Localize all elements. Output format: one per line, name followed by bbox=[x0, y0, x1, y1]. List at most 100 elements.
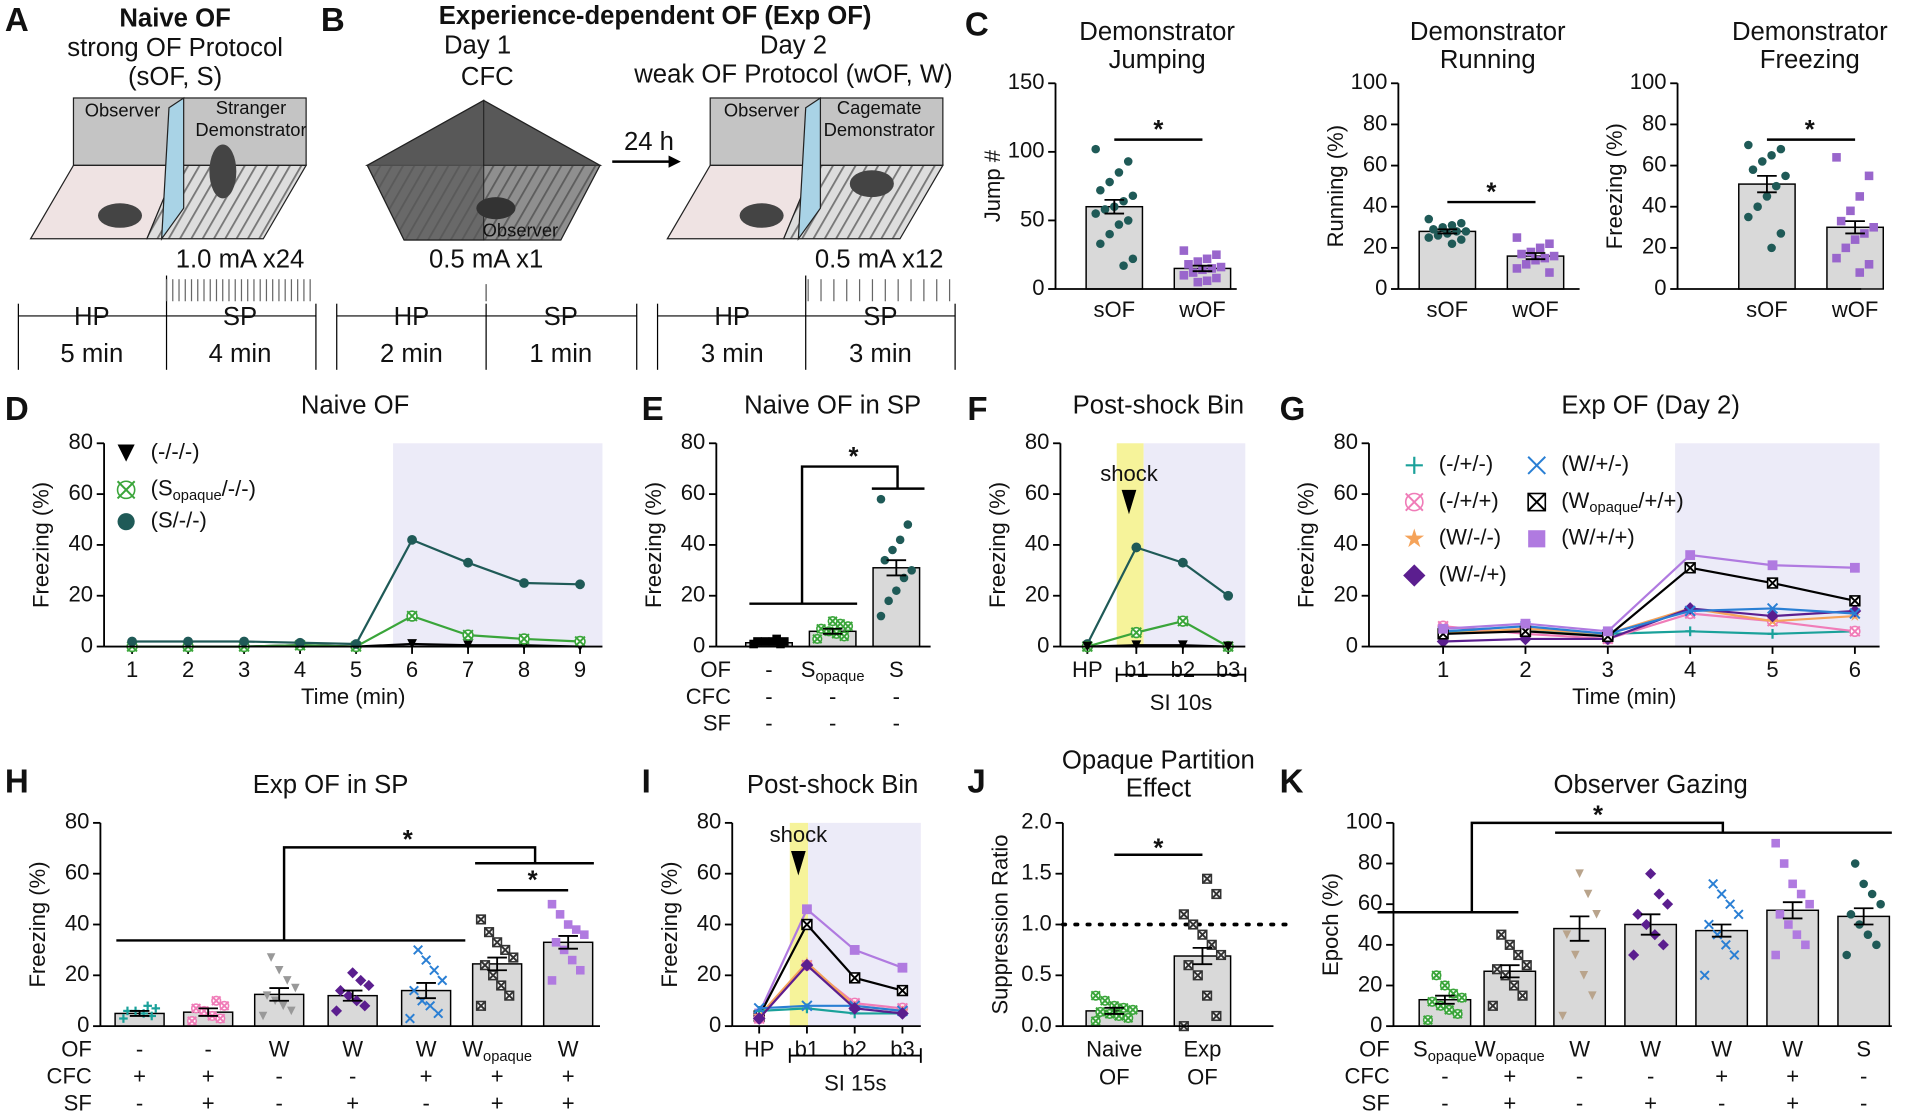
marker-part bbox=[1096, 239, 1105, 249]
duration: 3 min bbox=[701, 340, 764, 368]
significance-star: * bbox=[528, 866, 538, 894]
chart-title: Naive OF in SP bbox=[744, 391, 921, 419]
line-marker bbox=[575, 579, 585, 590]
data-point bbox=[488, 970, 499, 981]
marker-part bbox=[1521, 260, 1531, 269]
marker-part bbox=[1183, 960, 1194, 971]
marker-part bbox=[1211, 1011, 1222, 1021]
y-tick-label: 0.5 bbox=[1021, 961, 1052, 986]
marker-part bbox=[127, 636, 137, 647]
chart-title: Effect bbox=[1126, 775, 1191, 803]
line-marker bbox=[1602, 626, 1613, 637]
marker-part bbox=[884, 596, 893, 606]
chart-title: Observer Gazing bbox=[1553, 771, 1747, 799]
marker-part bbox=[571, 925, 581, 934]
y-tick-label: 20 bbox=[1358, 971, 1383, 996]
data-point bbox=[1872, 940, 1881, 950]
marker-part bbox=[780, 637, 789, 646]
data-point bbox=[1805, 899, 1814, 909]
marker-part bbox=[888, 545, 897, 555]
condition-label: SF bbox=[703, 711, 731, 736]
marker-part bbox=[1801, 940, 1810, 950]
marker-part bbox=[1792, 930, 1802, 939]
marker-part bbox=[1526, 247, 1536, 257]
marker-part bbox=[1863, 930, 1873, 939]
legend-marker bbox=[1404, 492, 1424, 512]
marker-part bbox=[812, 633, 823, 644]
chart-title: Freezing bbox=[1760, 46, 1860, 74]
x-tick-label: 4 bbox=[1684, 657, 1696, 682]
condition-value: - bbox=[276, 1063, 283, 1088]
data-point bbox=[363, 979, 375, 992]
data-point bbox=[258, 1011, 268, 1021]
y-tick-label: 0 bbox=[1370, 1012, 1382, 1037]
data-point bbox=[1452, 227, 1461, 236]
data-point bbox=[437, 975, 448, 986]
marker-part bbox=[1223, 590, 1234, 601]
marker-part bbox=[266, 953, 276, 962]
marker-part bbox=[1177, 557, 1188, 568]
y-tick-label: 40 bbox=[65, 910, 90, 935]
marker-part bbox=[1846, 206, 1855, 216]
significance-star: * bbox=[1153, 116, 1163, 144]
data-point bbox=[425, 1000, 436, 1011]
marker-part bbox=[753, 637, 762, 646]
data-point bbox=[1836, 216, 1846, 226]
condition-value: - bbox=[893, 684, 900, 709]
data-point bbox=[876, 494, 886, 504]
condition-value: + bbox=[1644, 1090, 1657, 1115]
data-point bbox=[429, 965, 440, 976]
data-point bbox=[1521, 960, 1532, 971]
marker-part bbox=[1177, 640, 1188, 651]
x-tick-label: 3 bbox=[1602, 657, 1614, 682]
marker-part bbox=[1457, 235, 1466, 244]
legend-marker bbox=[1527, 456, 1546, 475]
data-point bbox=[1758, 157, 1767, 166]
line-marker bbox=[801, 1000, 813, 1012]
data-point bbox=[1491, 964, 1503, 975]
data-point bbox=[1207, 264, 1217, 273]
annotation: shock bbox=[770, 822, 829, 847]
significance-star: * bbox=[1486, 178, 1496, 206]
chart-title: Running bbox=[1440, 46, 1536, 74]
data-point bbox=[1188, 268, 1198, 277]
marker-part bbox=[1540, 253, 1550, 263]
data-point bbox=[1592, 910, 1601, 919]
marker-part bbox=[897, 962, 908, 973]
data-point bbox=[1549, 251, 1559, 261]
y-tick-label: 0 bbox=[1032, 275, 1044, 300]
marker-part bbox=[1766, 609, 1779, 623]
data-point bbox=[1876, 899, 1885, 909]
marker-part bbox=[1859, 879, 1868, 889]
schematic-a: Naive OF strong OF Protocol (sOF, S) Obs… bbox=[17, 4, 317, 370]
marker-part bbox=[563, 920, 573, 929]
marker-part bbox=[1447, 239, 1457, 249]
marker-part bbox=[1123, 216, 1133, 225]
shock-label: 0.5 mA x12 bbox=[815, 246, 944, 274]
marker-part bbox=[1123, 157, 1133, 166]
marker-part bbox=[117, 444, 135, 462]
marker-part bbox=[1090, 1016, 1101, 1027]
x-tick-label: wOF bbox=[1831, 297, 1879, 322]
condition-value: - bbox=[1576, 1063, 1583, 1088]
marker-part bbox=[500, 944, 511, 955]
duration: 2 min bbox=[380, 340, 443, 368]
data-point bbox=[479, 960, 491, 971]
x-tick-label: sOF bbox=[1427, 297, 1469, 322]
phase: SP bbox=[223, 303, 257, 331]
marker-part bbox=[1855, 192, 1865, 201]
marker-part bbox=[1202, 873, 1213, 884]
series-line bbox=[758, 907, 903, 1014]
data-point bbox=[143, 1001, 152, 1011]
marker-part bbox=[406, 610, 418, 622]
data-point bbox=[1864, 260, 1874, 269]
phase: SP bbox=[863, 303, 897, 331]
x-tick-label: 3 bbox=[238, 657, 250, 682]
line-marker bbox=[896, 1007, 909, 1020]
mouse bbox=[209, 144, 237, 199]
marker-part bbox=[1758, 157, 1767, 166]
data-point bbox=[1863, 930, 1873, 939]
marker-part bbox=[1128, 254, 1138, 264]
significance-star: * bbox=[848, 443, 858, 471]
marker-part bbox=[278, 1001, 288, 1011]
